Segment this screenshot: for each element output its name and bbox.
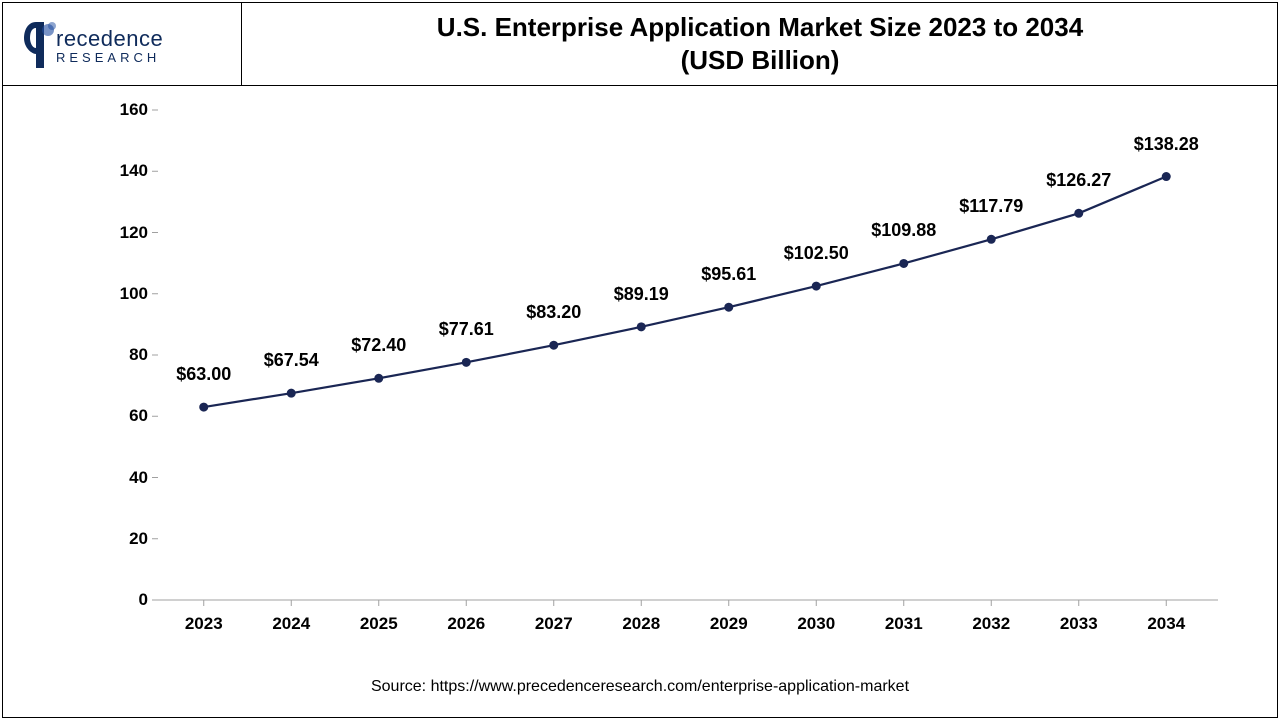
x-tick-label: 2028 (622, 614, 660, 634)
x-tick-label: 2033 (1060, 614, 1098, 634)
x-tick-label: 2026 (447, 614, 485, 634)
data-label: $126.27 (1046, 170, 1111, 191)
title-cell: U.S. Enterprise Application Market Size … (242, 5, 1278, 82)
x-tick-label: 2030 (797, 614, 835, 634)
x-tick-label: 2027 (535, 614, 573, 634)
y-tick-label: 160 (98, 100, 148, 120)
x-tick-label: 2031 (885, 614, 923, 634)
y-tick-label: 120 (98, 223, 148, 243)
data-label: $83.20 (526, 302, 581, 323)
data-label: $109.88 (871, 220, 936, 241)
svg-text:RESEARCH: RESEARCH (56, 50, 160, 65)
data-label: $72.40 (351, 335, 406, 356)
data-label: $63.00 (176, 364, 231, 385)
data-label: $117.79 (959, 196, 1023, 217)
title-line-1: U.S. Enterprise Application Market Size … (437, 12, 1083, 42)
data-label: $102.50 (784, 243, 849, 264)
x-tick-label: 2034 (1147, 614, 1185, 634)
header-row: recedence RESEARCH U.S. Enterprise Appli… (2, 2, 1278, 86)
y-tick-label: 60 (98, 406, 148, 426)
svg-text:recedence: recedence (56, 26, 163, 51)
chart-title: U.S. Enterprise Application Market Size … (262, 11, 1258, 76)
logo-cell: recedence RESEARCH (2, 2, 242, 85)
x-tick-label: 2032 (972, 614, 1010, 634)
y-tick-label: 100 (98, 284, 148, 304)
y-tick-label: 0 (98, 590, 148, 610)
title-line-2: (USD Billion) (681, 45, 840, 75)
x-tick-label: 2025 (360, 614, 398, 634)
y-tick-label: 140 (98, 161, 148, 181)
data-label: $95.61 (701, 264, 756, 285)
y-tick-label: 80 (98, 345, 148, 365)
x-tick-label: 2029 (710, 614, 748, 634)
precedence-logo: recedence RESEARCH (22, 16, 222, 72)
y-tick-label: 40 (98, 468, 148, 488)
x-tick-label: 2024 (272, 614, 310, 634)
data-label: $138.28 (1134, 134, 1199, 155)
data-label: $67.54 (264, 350, 319, 371)
data-label: $77.61 (439, 319, 494, 340)
y-tick-label: 20 (98, 529, 148, 549)
chart-area: 0 20 40 60 80 100 120 140 160 2023 2024 2025 2026 202… (60, 100, 1240, 650)
source-text: Source: https://www.precedenceresearch.c… (0, 678, 1280, 696)
x-tick-label: 2023 (185, 614, 223, 634)
data-label: $89.19 (614, 284, 669, 305)
